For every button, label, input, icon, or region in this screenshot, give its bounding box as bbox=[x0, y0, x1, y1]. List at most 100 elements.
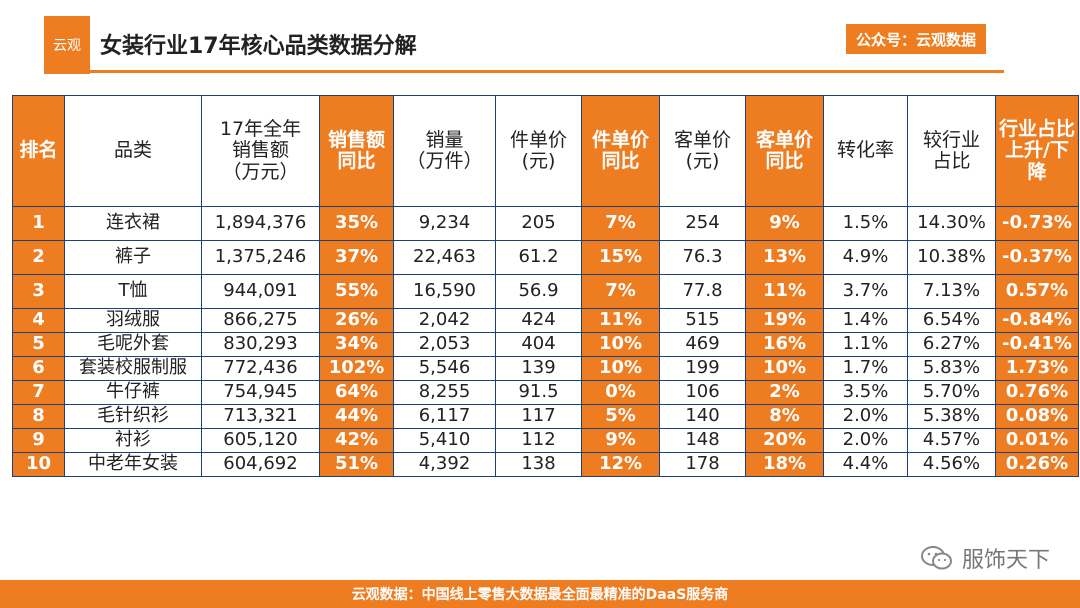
table-cell: 4,392 bbox=[393, 452, 496, 477]
table-cell: -0.41% bbox=[995, 332, 1079, 357]
table-cell: 944,091 bbox=[201, 274, 320, 309]
table-cell: 2,042 bbox=[393, 308, 496, 333]
table-cell: 5,546 bbox=[393, 356, 496, 381]
table-cell: -0.84% bbox=[995, 308, 1079, 333]
table-cell: 3.7% bbox=[823, 274, 908, 309]
table-cell: 5,410 bbox=[393, 428, 496, 453]
category-cell: 中老年女装 bbox=[64, 452, 202, 477]
column-header: 销售额 同比 bbox=[319, 95, 394, 207]
category-cell: 套装校服制服 bbox=[64, 356, 202, 381]
table-row: 9 衬衫 605,120 42% 5,410 112 9% 148 20% 2.0% 4.57% 0.… bbox=[12, 428, 1079, 453]
table-cell: 26% bbox=[319, 308, 394, 333]
table-cell: 56.9 bbox=[495, 274, 582, 309]
table-body: 1 连衣裙 1,894,376 35% 9,234 205 7% 254 9% 1.5% 14.30… bbox=[12, 206, 1079, 477]
table-cell: 18% bbox=[745, 452, 824, 477]
table-cell: -0.73% bbox=[995, 206, 1079, 241]
table-cell: 35% bbox=[319, 206, 394, 241]
table-cell: 515 bbox=[659, 308, 746, 333]
table-cell: 0.01% bbox=[995, 428, 1079, 453]
table-cell: 424 bbox=[495, 308, 582, 333]
table-cell: 604,692 bbox=[201, 452, 320, 477]
column-header: 客单价 (元) bbox=[659, 95, 746, 207]
table-cell: 91.5 bbox=[495, 380, 582, 405]
table-cell: 0% bbox=[581, 380, 660, 405]
table-cell: 5.38% bbox=[907, 404, 996, 429]
table-cell: 254 bbox=[659, 206, 746, 241]
category-cell: 羽绒服 bbox=[64, 308, 202, 333]
table-cell: 4.56% bbox=[907, 452, 996, 477]
rank-cell: 8 bbox=[12, 404, 65, 429]
rank-cell: 9 bbox=[12, 428, 65, 453]
table-cell: 1.73% bbox=[995, 356, 1079, 381]
table-cell: 178 bbox=[659, 452, 746, 477]
table-cell: 10.38% bbox=[907, 240, 996, 275]
table-cell: 754,945 bbox=[201, 380, 320, 405]
table-cell: 1.1% bbox=[823, 332, 908, 357]
table-cell: 14.30% bbox=[907, 206, 996, 241]
column-header: 件单价 (元) bbox=[495, 95, 582, 207]
table-cell: 42% bbox=[319, 428, 394, 453]
column-header: 较行业 占比 bbox=[907, 95, 996, 207]
table-cell: 138 bbox=[495, 452, 582, 477]
rank-cell: 10 bbox=[12, 452, 65, 477]
table-cell: 0.08% bbox=[995, 404, 1079, 429]
table-cell: 205 bbox=[495, 206, 582, 241]
table-cell: 11% bbox=[581, 308, 660, 333]
table-cell: 5.70% bbox=[907, 380, 996, 405]
table-cell: 102% bbox=[319, 356, 394, 381]
table-cell: 9% bbox=[581, 428, 660, 453]
table-cell: 148 bbox=[659, 428, 746, 453]
table-cell: 1.5% bbox=[823, 206, 908, 241]
footer-text: 云观数据：中国线上零售大数据最全面最精准的DaaS服务商 bbox=[351, 587, 729, 603]
table-cell: 10% bbox=[581, 332, 660, 357]
table-cell: 10% bbox=[581, 356, 660, 381]
table-cell: 772,436 bbox=[201, 356, 320, 381]
table-cell: 2.0% bbox=[823, 404, 908, 429]
table-cell: 4.9% bbox=[823, 240, 908, 275]
category-cell: 毛呢外套 bbox=[64, 332, 202, 357]
footer-banner: 云观数据：中国线上零售大数据最全面最精准的DaaS服务商 bbox=[0, 580, 1080, 608]
table-cell: 866,275 bbox=[201, 308, 320, 333]
table-cell: 76.3 bbox=[659, 240, 746, 275]
table-cell: 3.5% bbox=[823, 380, 908, 405]
table-cell: 605,120 bbox=[201, 428, 320, 453]
wechat-icon bbox=[921, 546, 952, 570]
table-cell: 22,463 bbox=[393, 240, 496, 275]
category-cell: 牛仔裤 bbox=[64, 380, 202, 405]
table-cell: 5% bbox=[581, 404, 660, 429]
table-cell: 61.2 bbox=[495, 240, 582, 275]
wechat-account-badge: 公众号：云观数据 bbox=[846, 24, 987, 54]
table-cell: 112 bbox=[495, 428, 582, 453]
rank-cell: 2 bbox=[12, 240, 65, 275]
table-cell: 51% bbox=[319, 452, 394, 477]
table-row: 5 毛呢外套 830,293 34% 2,053 404 10% 469 16% 1.1% 6.27… bbox=[12, 332, 1079, 357]
table-cell: 44% bbox=[319, 404, 394, 429]
category-cell: 衬衫 bbox=[64, 428, 202, 453]
table-cell: 16,590 bbox=[393, 274, 496, 309]
rank-cell: 5 bbox=[12, 332, 65, 357]
table-cell: 1.7% bbox=[823, 356, 908, 381]
table-cell: 469 bbox=[659, 332, 746, 357]
watermark-text: 服饰天下 bbox=[962, 548, 1051, 573]
table-cell: 55% bbox=[319, 274, 394, 309]
table-row: 4 羽绒服 866,275 26% 2,042 424 11% 515 19% 1.4% 6.54%… bbox=[12, 308, 1079, 333]
category-cell: 裤子 bbox=[64, 240, 202, 275]
header-divider bbox=[44, 70, 1004, 73]
table-cell: 140 bbox=[659, 404, 746, 429]
category-cell: T恤 bbox=[64, 274, 202, 309]
table-cell: 6,117 bbox=[393, 404, 496, 429]
table-header-row: 排名 品类 17年全年 销售额 （万元） 销售额 同比 销量 （万件） 件单价 (元) 件单… bbox=[12, 95, 1079, 207]
table-cell: 8% bbox=[745, 404, 824, 429]
table-cell: 117 bbox=[495, 404, 582, 429]
column-header: 件单价 同比 bbox=[581, 95, 660, 207]
wechat-account-label: 公众号：云观数据 bbox=[856, 30, 977, 49]
table-cell: 8,255 bbox=[393, 380, 496, 405]
table-cell: 9,234 bbox=[393, 206, 496, 241]
table-cell: 20% bbox=[745, 428, 824, 453]
table-cell: 10% bbox=[745, 356, 824, 381]
table-cell: 7% bbox=[581, 274, 660, 309]
table-cell: 1,375,246 bbox=[201, 240, 320, 275]
logo: 云观 bbox=[44, 16, 90, 74]
watermark: 服饰天下 bbox=[920, 542, 1050, 574]
table-cell: 2.0% bbox=[823, 428, 908, 453]
